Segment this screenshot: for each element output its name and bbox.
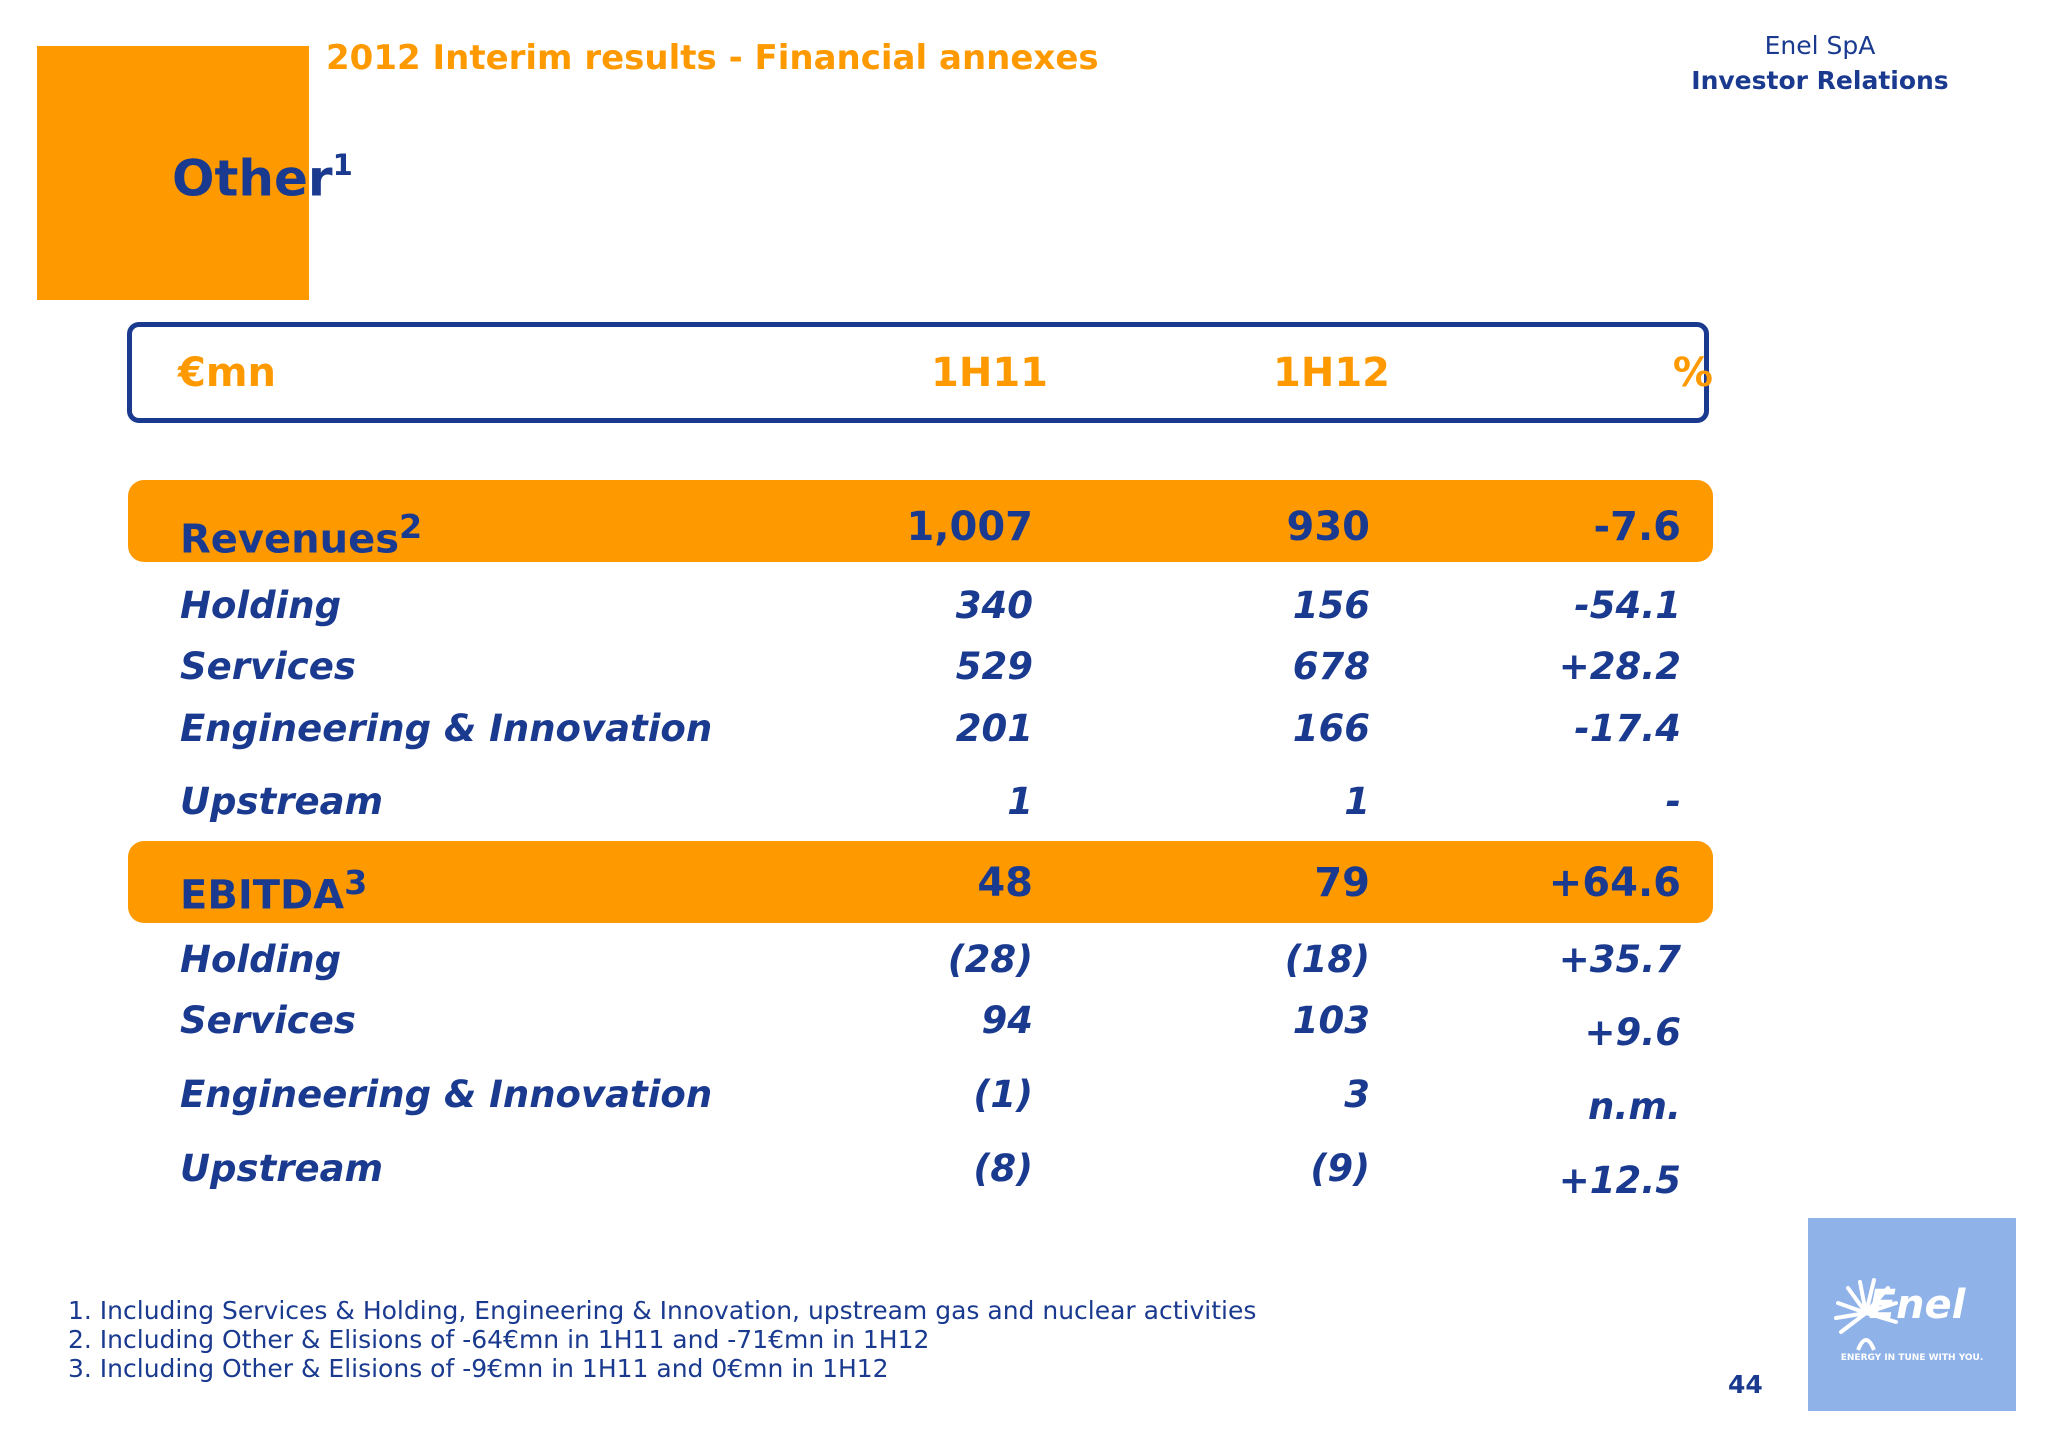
value-change-pct: - [1665,780,1681,823]
logo-tagline: ENERGY IN TUNE WITH YOU. [1841,1353,1984,1363]
column-header-1h12: 1H12 [1273,350,1390,396]
page-heading-text: Other [172,149,333,208]
value-change-pct: +35.7 [1558,938,1681,981]
enel-logo: Enel ENERGY IN TUNE WITH YOU. [1808,1218,2016,1411]
value-1h12: 79 [1314,860,1370,906]
value-change-pct: -54.1 [1574,584,1681,627]
value-1h11: 529 [955,645,1033,688]
value-change-pct: -17.4 [1574,707,1681,750]
page-heading-footnote-ref: 1 [332,148,353,182]
row-label: Revenues2 [180,507,423,563]
value-change-pct: +64.6 [1548,860,1681,906]
row-label: Engineering & Innovation [180,1073,713,1116]
revenues-highlight-band [128,480,1713,562]
enel-logo-graphic: Enel ENERGY IN TUNE WITH YOU. [1834,1278,1984,1363]
orange-accent-square [37,46,309,300]
footnotes: 1. Including Services & Holding, Enginee… [68,1296,1256,1383]
value-1h12: 678 [1292,645,1370,688]
ebitda-highlight-band [128,841,1713,923]
company-block: Enel SpA Investor Relations [1650,28,1990,98]
value-1h12: 166 [1292,707,1370,750]
value-1h12: (18) [1284,938,1370,981]
page-number: 44 [1728,1370,1763,1399]
footnote-ref: 3 [344,863,368,902]
row-label: Upstream [180,780,384,823]
column-header-1h11: 1H11 [931,350,1048,396]
value-1h11: 48 [977,860,1033,906]
row-label: Engineering & Innovation [180,707,713,750]
table-row-ebitda-engineering: Engineering & Innovation (1) 3 n.m. [0,1067,2048,1128]
value-1h11: 201 [955,707,1033,750]
value-1h11: (28) [947,938,1033,981]
table-row-revenues-holding: Holding 340 156 -54.1 [0,578,2048,634]
table-row-ebitda-upstream: Upstream (8) (9) +12.5 [0,1141,2048,1202]
value-1h11: (1) [973,1073,1033,1116]
row-label: Holding [180,938,342,981]
value-1h12: 103 [1292,999,1370,1042]
value-change-pct: n.m. [1587,1085,1681,1128]
column-header-unit: €mn [178,350,276,396]
column-header-box [127,322,1709,423]
table-row-ebitda: EBITDA3 48 79 +64.6 [0,855,2048,918]
value-change-pct: -7.6 [1593,504,1681,550]
value-1h11: 1 [1007,780,1033,823]
row-label: EBITDA3 [180,863,368,919]
footnote-3: 3. Including Other & Elisions of -9€mn i… [68,1354,889,1383]
table-row-ebitda-holding: Holding (28) (18) +35.7 [0,932,2048,988]
value-1h11: (8) [973,1147,1033,1190]
value-1h11: 340 [955,584,1033,627]
table-row-revenues-engineering: Engineering & Innovation 201 166 -17.4 [0,701,2048,757]
value-1h12: 3 [1344,1073,1370,1116]
value-1h12: (9) [1310,1147,1370,1190]
department-name: Investor Relations [1691,66,1949,95]
row-label: Holding [180,584,342,627]
value-1h11: 94 [981,999,1034,1042]
value-1h12: 156 [1292,584,1370,627]
footnote-ref: 2 [399,507,423,546]
value-change-pct: +9.6 [1584,1011,1681,1054]
value-1h11: 1,007 [906,504,1033,550]
value-change-pct: +28.2 [1558,645,1681,688]
row-label: Upstream [180,1147,384,1190]
table-row-ebitda-services: Services 94 103 +9.6 [0,993,2048,1054]
column-header-change-pct: % [1672,350,1713,396]
document-title: 2012 Interim results - Financial annexes [326,38,1099,78]
page-heading: Other1 [172,148,353,207]
company-name: Enel SpA [1764,31,1876,60]
value-1h12: 930 [1286,504,1371,550]
table-row-revenues: Revenues2 1,007 930 -7.6 [0,499,2048,562]
table-row-revenues-upstream: Upstream 1 1 - [0,774,2048,830]
row-label: Services [180,645,356,688]
value-change-pct: +12.5 [1558,1159,1681,1202]
value-1h12: 1 [1344,780,1370,823]
table-row-revenues-services: Services 529 678 +28.2 [0,639,2048,695]
logo-wordmark: Enel [1869,1282,1967,1328]
row-label: Services [180,999,356,1042]
footnote-1: 1. Including Services & Holding, Enginee… [68,1296,1257,1325]
footnote-2: 2. Including Other & Elisions of -64€mn … [68,1325,930,1354]
